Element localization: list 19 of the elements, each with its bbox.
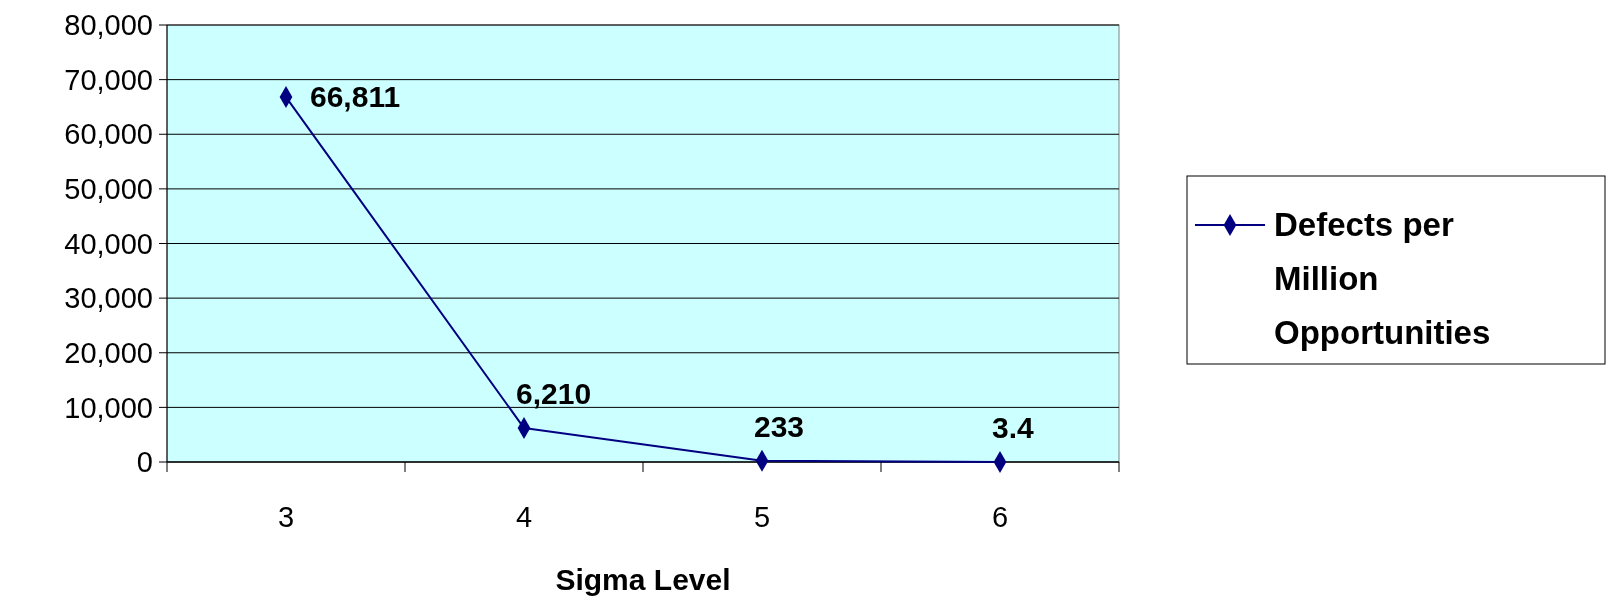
x-tick-label: 4	[515, 501, 533, 533]
y-tick-label: 10,000	[64, 391, 153, 424]
x-tick-label: 3	[277, 501, 295, 533]
x-tick-label: 6	[991, 501, 1009, 533]
y-tick-label: 20,000	[64, 336, 153, 369]
y-tick-label: 50,000	[64, 173, 153, 206]
y-tick-label: 30,000	[64, 282, 153, 315]
x-axis-title: Sigma Level	[555, 563, 731, 596]
y-tick-label: 40,000	[64, 227, 153, 260]
y-tick-label: 60,000	[64, 118, 153, 151]
data-label: 66,811	[310, 80, 401, 114]
x-tick-label: 5	[753, 501, 771, 533]
legend-label: Defects per Million Opportunities	[1274, 206, 1491, 351]
y-tick-label: 80,000	[64, 9, 153, 42]
y-tick-label: 70,000	[64, 63, 153, 96]
y-tick-label: 0	[136, 446, 153, 479]
data-label: 3.4	[992, 410, 1035, 444]
data-label: 233	[754, 409, 805, 443]
data-label: 6,210	[516, 377, 592, 411]
